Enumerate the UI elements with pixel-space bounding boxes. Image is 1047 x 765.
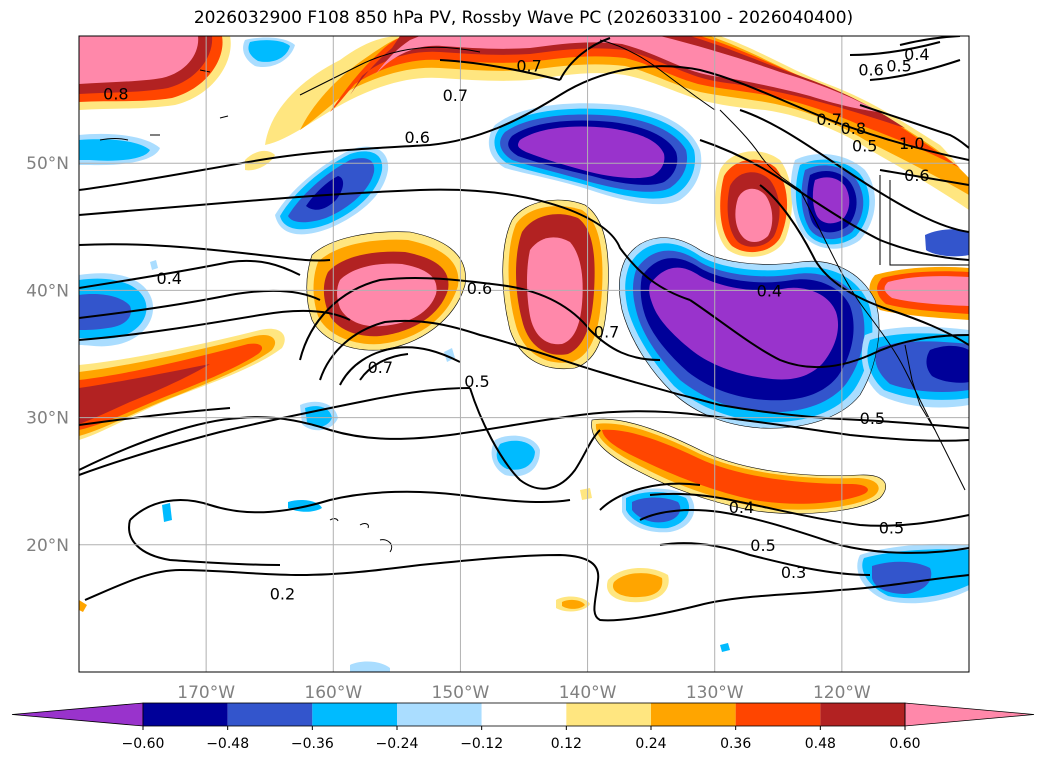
contour-label: 0.6 [404,128,429,147]
colorbar-swatch [820,703,905,726]
contour-label: 0.4 [904,45,929,64]
colorbar-swatch [312,703,397,726]
contour-label: 0.6 [858,60,883,79]
contour-label: 0.8 [841,119,866,138]
contour-label: 1.0 [899,134,924,153]
latitude-labels: 20°N 30°N 40°N 50°N [26,154,69,556]
latitude-label: 50°N [26,154,69,174]
positive-anomaly-shading [79,36,969,612]
colorbar-extend-high [904,702,1035,727]
longitude-label: 140°W [559,683,617,703]
contour-label: 0.5 [879,518,904,537]
contour-label: 0.5 [852,137,877,156]
contour-label: 0.3 [781,563,806,582]
colorbar-tick-label: 0.12 [551,736,582,752]
contour-labels: 0.8 0.70.70.60.6 0.50.40.70.81.00.50.60.40… [103,45,929,603]
colorbar-swatch [143,703,228,726]
longitude-label: 120°W [813,683,871,703]
colorbar-frame [142,702,906,727]
map-title: 2026032900 F108 850 hPa PV, Rossby Wave … [193,8,854,28]
colorbar-tick-label: 0.36 [720,736,751,752]
colorbar-swatch [227,703,313,726]
colorbar: −0.60 −0.48 −0.36 −0.24 −0.12 0.12 0.24 0.36 0.4… [11,702,1035,752]
colorbar-extend-low [11,702,144,727]
contour-label: 0.5 [464,372,489,391]
plot-frame [78,35,970,673]
latitude-label: 40°N [26,281,69,301]
gridlines [79,36,969,672]
longitude-label: 130°W [686,683,744,703]
colorbar-tick-label: −0.24 [376,736,419,752]
latitude-label: 30°N [26,409,69,429]
latitude-label: 20°N [26,536,69,556]
negative-anomaly-shading [79,37,969,672]
contour-label: 0.7 [594,322,619,341]
longitude-labels: 170°W 160°W 150°W 140°W 130°W 120°W [177,683,871,703]
shading-outlines [306,199,886,514]
colorbar-swatch [651,703,736,726]
contour-label: 0.7 [443,86,468,105]
contour-label: 0.5 [750,536,775,555]
colorbar-tick-label: −0.48 [206,736,249,752]
colorbar-swatch [481,703,567,726]
colorbar-tick-label: 0.48 [805,736,836,752]
longitude-label: 170°W [177,683,235,703]
contour-label: 0.4 [729,498,754,517]
contour-label: 0.4 [157,269,182,288]
contour-label: 0.6 [904,166,929,185]
colorbar-tick-label: 0.24 [635,736,666,752]
contour-label: 0.5 [886,57,911,76]
colorbar-tick-label: 0.60 [889,736,920,752]
contour-label: 0.5 [860,409,885,428]
contour-label: 0.7 [516,57,541,76]
contour-label: 0.4 [757,282,782,301]
contour-label: 0.7 [816,110,841,129]
longitude-label: 150°W [432,683,490,703]
contour-label: 0.2 [270,584,295,603]
colorbar-swatch [397,703,482,726]
contour-label: 0.7 [368,358,393,377]
pv-contours [79,36,969,622]
colorbar-swatch [735,703,821,726]
colorbar-swatch [566,703,651,726]
colorbar-tick-label: −0.36 [291,736,334,752]
contour-label: 0.6 [467,279,492,298]
contour-label: 0.8 [103,85,128,104]
colorbar-tick-label: −0.60 [122,736,165,752]
longitude-label: 160°W [304,683,362,703]
colorbar-tick-label: −0.12 [460,736,503,752]
